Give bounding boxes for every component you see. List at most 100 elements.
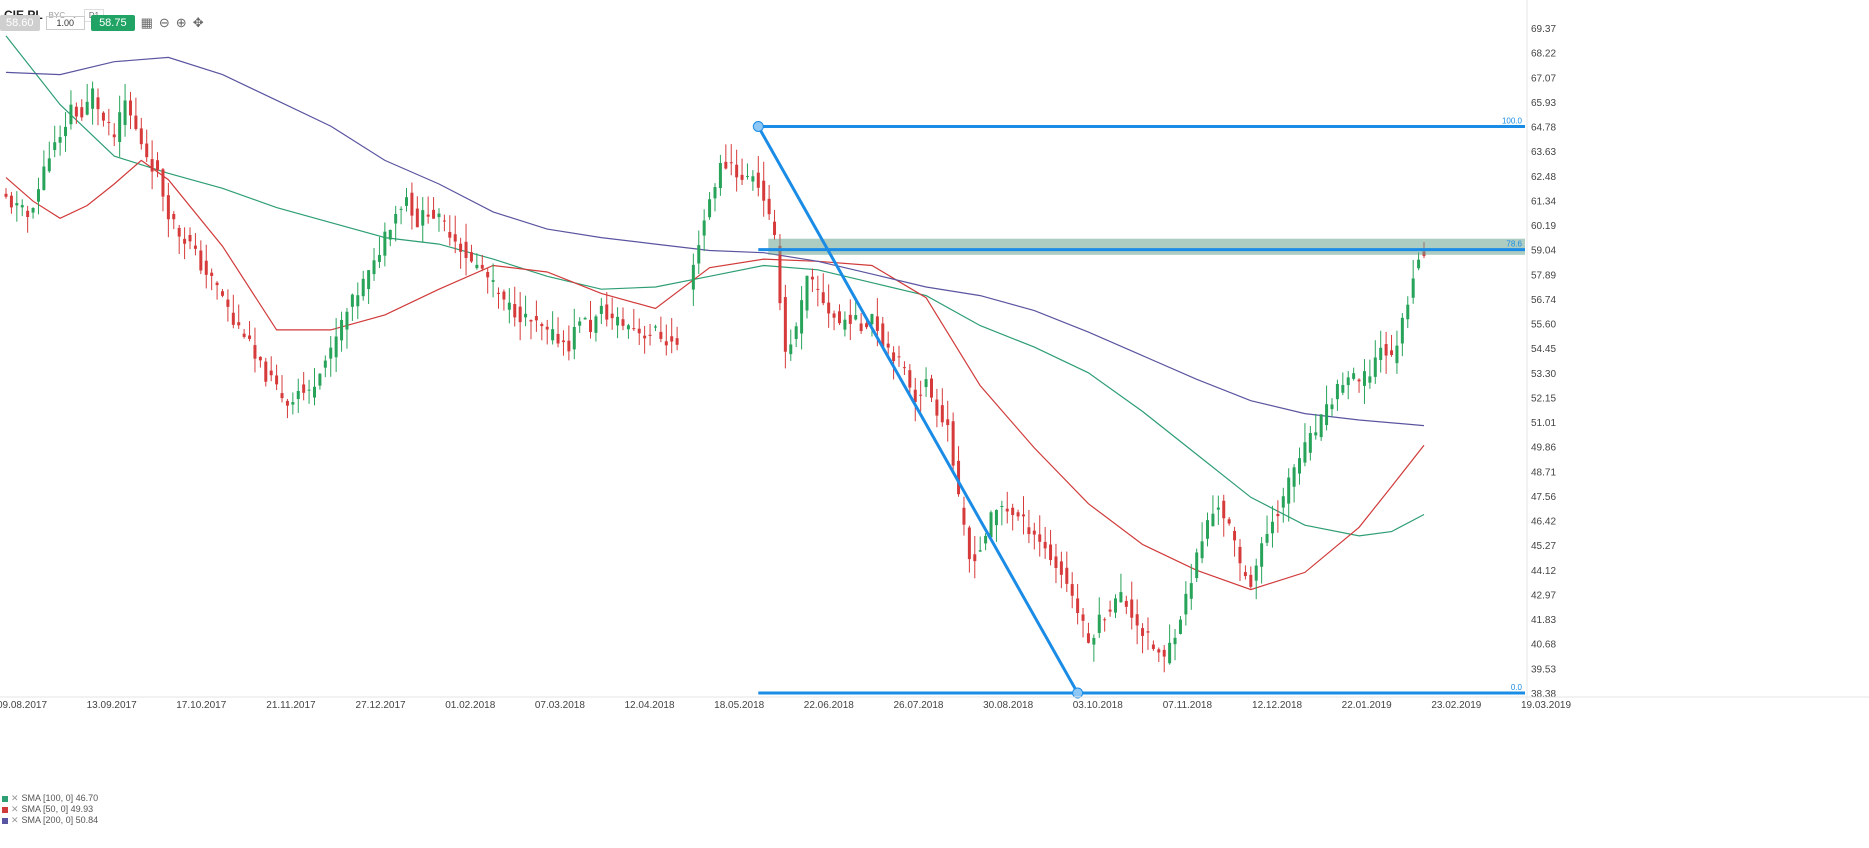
x-tick-label: 27.12.2017: [356, 700, 406, 711]
candle-body: [432, 209, 436, 219]
candle-body: [881, 323, 885, 347]
fib-label-0: 0.0: [1511, 683, 1523, 692]
y-tick-label: 48.71: [1531, 467, 1556, 478]
x-tick-label: 17.10.2017: [176, 700, 226, 711]
candle-body: [708, 199, 712, 218]
candles-icon[interactable]: ▦: [140, 15, 153, 30]
candle-body: [854, 315, 858, 320]
candle-body: [778, 245, 782, 304]
trendline-handle: [752, 120, 764, 132]
close-icon[interactable]: ✕: [11, 815, 19, 825]
sma-line: [5, 56, 1425, 427]
y-tick-label: 69.37: [1531, 24, 1556, 35]
bid-price[interactable]: 58.60: [0, 15, 40, 31]
candle-body: [1016, 512, 1020, 517]
candle-body: [1065, 567, 1069, 584]
x-axis: 09.08.2017 13.09.2017 17.10.2017 21.11.2017…: [0, 696, 1869, 711]
y-tick-label: 56.74: [1531, 295, 1556, 306]
candle-body: [1049, 544, 1053, 561]
quantity-field[interactable]: 1.00: [45, 16, 86, 30]
candle-body: [1168, 642, 1172, 664]
x-tick-label: 01.02.2018: [445, 700, 495, 711]
candle-body: [1352, 373, 1356, 379]
legend-row[interactable]: ✕ SMA [100, 0] 46.70: [2, 793, 98, 804]
candle-body: [659, 331, 663, 339]
candle-body: [745, 175, 749, 177]
legend-label: SMA [50, 0] 49.93: [21, 804, 94, 814]
candle-body: [513, 304, 517, 318]
candle-body: [913, 389, 917, 402]
y-tick-label: 60.19: [1531, 221, 1556, 232]
candle-body: [1276, 513, 1280, 517]
candle-body: [1330, 404, 1334, 410]
candle-body: [556, 333, 560, 344]
close-icon[interactable]: ✕: [11, 804, 19, 814]
candle-body: [578, 321, 582, 326]
candle-body: [421, 210, 425, 226]
fibonacci-retracement[interactable]: 100.0 78.6 0.0: [758, 116, 1525, 695]
candle-body: [231, 312, 235, 325]
candle-body: [1162, 649, 1166, 657]
candle-body: [4, 193, 8, 197]
candle-body: [426, 214, 430, 217]
close-icon[interactable]: ✕: [11, 793, 19, 803]
candle-body: [957, 460, 961, 495]
fib-label-100: 100.0: [1502, 116, 1523, 125]
candle-body: [637, 328, 641, 334]
candle-body: [529, 319, 533, 322]
crosshair-icon[interactable]: ✥: [192, 15, 204, 30]
candle-body: [540, 323, 544, 327]
candle-body: [599, 305, 603, 314]
candle-body: [567, 340, 571, 352]
candle-body: [1379, 347, 1383, 360]
candle-body: [275, 375, 279, 385]
x-tick-label: 22.01.2019: [1342, 700, 1392, 711]
sma-line: [5, 35, 1425, 537]
candle-body: [350, 294, 354, 307]
x-tick-label: 19.03.2019: [1521, 700, 1571, 711]
candle-body: [318, 373, 322, 386]
candle-body: [561, 340, 565, 343]
candle-body: [929, 378, 933, 398]
candle-body: [9, 195, 13, 208]
candle-body: [161, 169, 165, 197]
candle-body: [96, 97, 100, 110]
candle-body: [664, 341, 668, 346]
candle-body: [302, 384, 306, 393]
ask-price[interactable]: 58.75: [91, 15, 135, 31]
candle-body: [648, 334, 652, 336]
candle-body: [1254, 565, 1258, 581]
candle-body: [139, 128, 143, 145]
candle-body: [480, 264, 484, 269]
candle-body: [323, 360, 327, 368]
candle-body: [69, 104, 73, 125]
candle-body: [1092, 637, 1096, 645]
candle-body: [794, 326, 798, 340]
candle-body: [486, 271, 490, 278]
candle-body: [534, 316, 538, 321]
candle-body: [1346, 377, 1350, 386]
candle-body: [1298, 458, 1302, 474]
candle-body: [507, 302, 511, 310]
legend-row[interactable]: ✕ SMA [50, 0] 49.93: [2, 804, 98, 815]
candle-body: [1270, 521, 1274, 534]
chevron-down-icon[interactable]: ⌄: [71, 10, 78, 20]
zoom-out-icon[interactable]: ⊖: [158, 15, 170, 30]
candle-body: [285, 400, 289, 406]
y-tick-label: 57.89: [1531, 270, 1556, 281]
candle-body: [264, 361, 268, 382]
legend-row[interactable]: ✕ SMA [200, 0] 50.84: [2, 815, 98, 826]
trendline[interactable]: [752, 120, 1084, 699]
candle-body: [994, 509, 998, 526]
candle-body: [821, 292, 825, 304]
candle-body: [215, 282, 219, 286]
candle-body: [605, 304, 609, 320]
candle-body: [1195, 552, 1199, 579]
candle-body: [188, 234, 192, 242]
zoom-in-icon[interactable]: ⊕: [175, 15, 187, 30]
candle-body: [123, 100, 127, 125]
candle-body: [1292, 467, 1296, 487]
candle-body: [1325, 404, 1329, 426]
candle-body: [334, 336, 338, 358]
